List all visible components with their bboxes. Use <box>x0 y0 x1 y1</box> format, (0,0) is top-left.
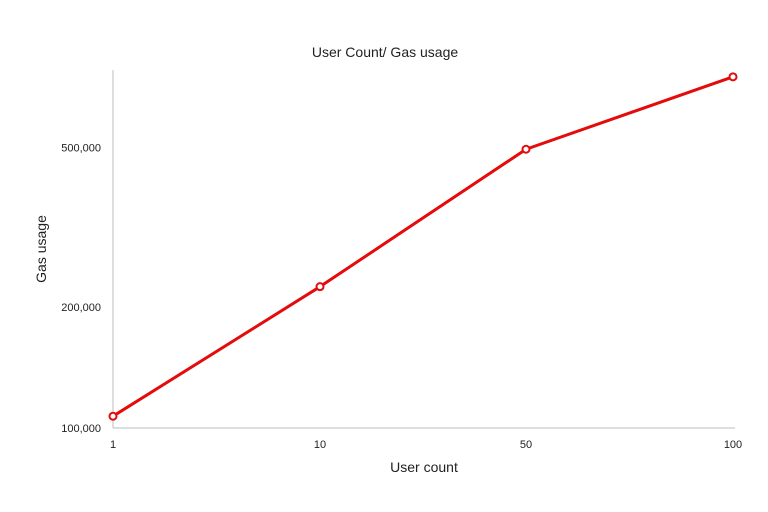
x-tick-label: 50 <box>520 439 532 451</box>
x-tick-label: 10 <box>314 439 326 451</box>
chart-title: User Count/ Gas usage <box>312 44 459 60</box>
x-tick-label: 1 <box>110 439 116 451</box>
data-point[interactable] <box>728 72 738 82</box>
y-axis-title: Gas usage <box>33 215 49 283</box>
x-tick-group: 1 10 50 100 <box>110 439 742 451</box>
y-tick-label: 200,000 <box>61 302 101 314</box>
x-axis-title: User count <box>390 459 458 475</box>
data-point[interactable] <box>108 411 118 421</box>
y-tick-label: 500,000 <box>61 143 101 155</box>
x-tick-label: 100 <box>724 439 742 451</box>
data-point[interactable] <box>315 282 325 292</box>
data-point[interactable] <box>521 144 531 154</box>
series-group <box>108 72 738 421</box>
y-tick-label: 100,000 <box>61 423 101 435</box>
series-line <box>111 75 735 418</box>
y-tick-group: 100,000 200,000 500,000 <box>61 143 101 435</box>
